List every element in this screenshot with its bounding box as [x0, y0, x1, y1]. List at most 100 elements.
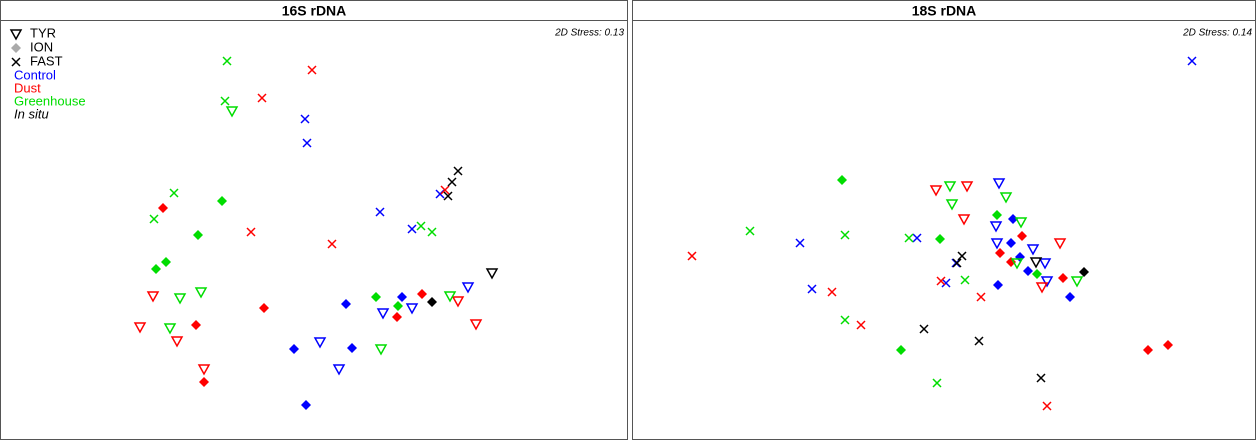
- marker-cross: [1042, 401, 1052, 411]
- marker-diamond: [1058, 273, 1068, 283]
- marker-diamond: [837, 175, 847, 185]
- marker-cross: [407, 224, 417, 234]
- marker-diamond: [1006, 238, 1016, 248]
- marker-diamond: [151, 264, 161, 274]
- marker-triangle: [461, 282, 475, 294]
- marker-cross: [447, 177, 457, 187]
- panel: 16S rDNA 2D Stress: 0.13 TYRIONFASTControl…: [0, 0, 628, 440]
- stress-annotation: 2D Stress: 0.13: [554, 28, 624, 39]
- marker-diamond: [193, 230, 203, 240]
- marker-cross: [912, 233, 922, 243]
- marker-cross: [957, 251, 967, 261]
- marker-triangle: [405, 303, 419, 315]
- marker-triangle: [170, 336, 184, 348]
- legend-label: TYR: [30, 25, 56, 40]
- marker-cross: [327, 239, 337, 249]
- panel-frame: [0, 0, 628, 440]
- marker-diamond: [1023, 266, 1033, 276]
- marker-diamond: [427, 297, 437, 307]
- marker-triangle: [451, 296, 465, 308]
- marker-triangle: [1040, 276, 1054, 288]
- marker-cross: [307, 65, 317, 75]
- marker-cross: [856, 320, 866, 330]
- panel-title: 18S rDNA: [912, 3, 977, 19]
- legend-label: FAST: [30, 53, 63, 68]
- marker-triangle: [960, 181, 974, 193]
- marker-cross: [904, 233, 914, 243]
- marker-triangle: [1035, 282, 1049, 294]
- marker-diamond: [158, 203, 168, 213]
- marker-triangle: [1053, 238, 1067, 250]
- marker-triangle: [957, 214, 971, 226]
- marker-diamond: [393, 301, 403, 311]
- marker-triangle: [1010, 258, 1024, 270]
- legend-label: Dust: [14, 80, 41, 95]
- marker-triangle: [1014, 217, 1028, 229]
- marker-triangle: [374, 344, 388, 356]
- marker-triangle: [990, 238, 1004, 250]
- marker-triangle: [225, 106, 239, 118]
- marker-diamond: [347, 343, 357, 353]
- panel: 18S rDNA 2D Stress: 0.14: [632, 0, 1256, 440]
- legend-label: Greenhouse: [14, 93, 86, 108]
- marker-cross: [1036, 373, 1046, 383]
- marker-cross: [919, 324, 929, 334]
- marker-diamond: [1065, 292, 1075, 302]
- marker-cross: [745, 226, 755, 236]
- marker-cross: [440, 185, 450, 195]
- marker-cross: [149, 214, 159, 224]
- marker-cross: [220, 96, 230, 106]
- marker-diamond: [392, 312, 402, 322]
- marker-triangle: [989, 221, 1003, 233]
- marker-cross: [169, 188, 179, 198]
- marker-triangle: [943, 181, 957, 193]
- marker-cross: [427, 227, 437, 237]
- marker-triangle: [197, 364, 211, 376]
- marker-diamond: [161, 257, 171, 267]
- marker-cross: [222, 56, 232, 66]
- legend-label: ION: [30, 39, 53, 54]
- marker-diamond: [289, 344, 299, 354]
- panel-frame: [632, 0, 1256, 440]
- marker-triangle: [194, 287, 208, 299]
- marker-diamond: [1143, 345, 1153, 355]
- marker-diamond: [1032, 269, 1042, 279]
- marker-diamond: [371, 292, 381, 302]
- marker-triangle: [1070, 276, 1084, 288]
- marker-cross: [952, 258, 962, 268]
- marker-triangle: [1026, 244, 1040, 256]
- marker-cross: [840, 315, 850, 325]
- marker-triangle: [313, 337, 327, 349]
- marker-diamond: [259, 303, 269, 313]
- marker-diamond: [995, 248, 1005, 258]
- marker-diamond: [301, 400, 311, 410]
- marker-cross: [375, 207, 385, 217]
- marker-cross: [807, 284, 817, 294]
- marker-triangle: [332, 364, 346, 376]
- title-bar: [0, 0, 628, 21]
- marker-diamond: [1163, 340, 1173, 350]
- marker-diamond: [199, 377, 209, 387]
- marker-diamond: [896, 345, 906, 355]
- marker-cross: [687, 251, 697, 261]
- marker-triangle: [469, 319, 483, 331]
- marker-triangle: [1029, 257, 1043, 269]
- marker-cross: [974, 336, 984, 346]
- marker-diamond: [217, 196, 227, 206]
- legend-label: Control: [14, 67, 56, 82]
- marker-diamond: [1017, 231, 1027, 241]
- marker-diamond: [992, 210, 1002, 220]
- marker-cross: [795, 238, 805, 248]
- marker-cross: [11, 57, 21, 67]
- marker-triangle: [133, 322, 147, 334]
- marker-diamond: [1015, 252, 1025, 262]
- marker-triangle: [992, 178, 1006, 190]
- marker-triangle: [485, 268, 499, 280]
- marker-diamond: [191, 320, 201, 330]
- marker-cross: [416, 221, 426, 231]
- marker-triangle: [999, 192, 1013, 204]
- marker-diamond: [417, 289, 427, 299]
- legend-label: In situ: [14, 106, 49, 121]
- marker-cross: [300, 114, 310, 124]
